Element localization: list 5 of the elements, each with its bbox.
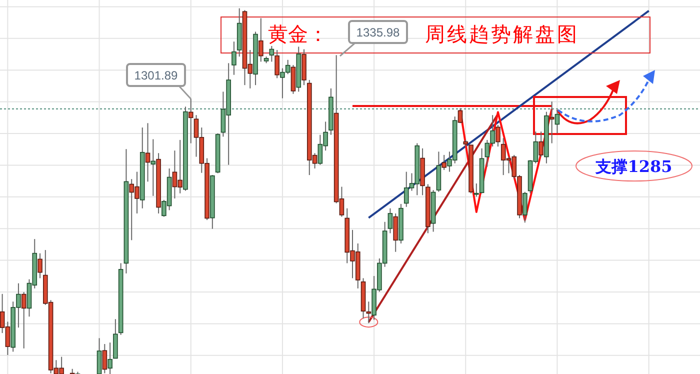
text: 周线趋势解盘图 xyxy=(425,22,579,46)
annotation: 1335.98 xyxy=(356,26,400,40)
annotation: 支撑1285 xyxy=(594,157,672,176)
text: 黄金： xyxy=(268,22,328,46)
annotation: 1301.89 xyxy=(134,68,178,82)
